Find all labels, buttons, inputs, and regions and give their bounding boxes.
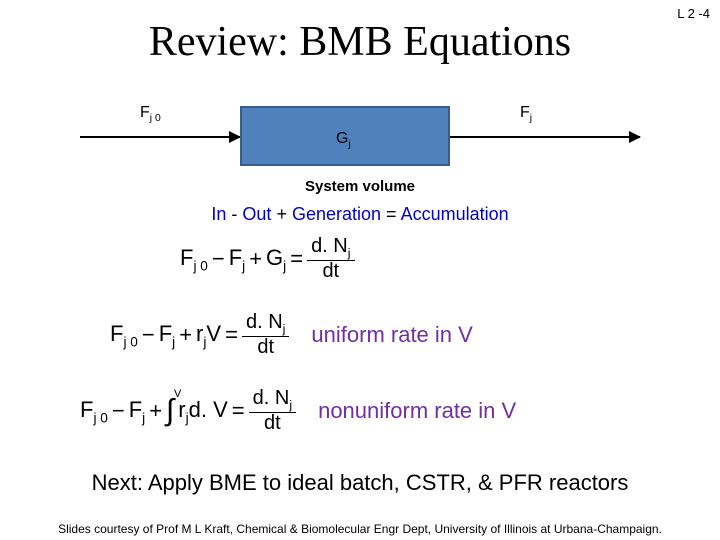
arrow-out	[450, 136, 640, 138]
minus-icon: −	[142, 322, 155, 348]
eq1-nums: j	[348, 246, 351, 260]
fj0-sub: j 0	[150, 113, 161, 124]
eq2-note: uniform rate in V	[311, 322, 472, 348]
equation-3: Fj 0 − Fj + ∫V r j d. V = d. Nj dt nonunif…	[80, 388, 640, 434]
label-fj0: Fj 0	[140, 104, 161, 124]
equals-icon: =	[225, 322, 238, 348]
fj-sub: j	[530, 113, 532, 124]
eq3-num: d. N	[253, 387, 290, 409]
integral-icon: ∫V	[166, 394, 174, 428]
eq1-t2s: j	[242, 258, 245, 273]
bal-acc: Accumulation	[401, 204, 509, 224]
eq3-t1: F	[80, 397, 93, 422]
eq3-frac: d. Nj dt	[249, 388, 296, 434]
eq1-t1: F	[180, 245, 193, 270]
fj-base: F	[520, 104, 530, 121]
label-gj: Gj	[336, 130, 351, 150]
system-volume-caption: System volume	[0, 178, 720, 195]
eq2-t1s: j 0	[123, 334, 137, 349]
plus-icon: +	[249, 246, 262, 272]
gj-base: G	[336, 130, 348, 147]
bal-gen: Generation	[292, 204, 381, 224]
eq2-den: dt	[253, 337, 278, 358]
plus-icon: +	[179, 322, 192, 348]
system-diagram: Fj 0 Fj Gj	[80, 96, 640, 176]
credit-line: Slides courtesy of Prof M L Kraft, Chemi…	[0, 522, 720, 536]
eq2-t1: F	[110, 321, 123, 346]
word-balance: In - Out + Generation = Accumulation	[0, 204, 720, 225]
eq1-t1s: j 0	[193, 258, 207, 273]
minus-icon: −	[212, 246, 225, 272]
eq1-den: dt	[318, 261, 343, 282]
bal-in: In	[211, 204, 226, 224]
eq3-den: dt	[260, 413, 285, 434]
eq3-int1: r	[178, 397, 185, 422]
plus-icon: +	[149, 398, 162, 424]
gj-sub: j	[348, 139, 350, 150]
eq1-t3: G	[266, 245, 283, 270]
eq2-t3t: V	[206, 321, 221, 346]
bal-minus: -	[231, 204, 237, 224]
slide-title: Review: BMB Equations	[0, 18, 720, 66]
eq2-t2s: j	[172, 334, 175, 349]
bal-eq: =	[386, 204, 397, 224]
eq3-t2: F	[129, 397, 142, 422]
label-fj: Fj	[520, 104, 532, 124]
int-upper: V	[174, 388, 181, 400]
eq2-nums: j	[283, 322, 286, 336]
eq2-t2: F	[159, 321, 172, 346]
equals-icon: =	[232, 398, 245, 424]
bal-out: Out	[242, 204, 271, 224]
eq3-note: nonuniform rate in V	[318, 398, 516, 424]
minus-icon: −	[112, 398, 125, 424]
eq3-t1s: j 0	[93, 410, 107, 425]
fj0-base: F	[140, 104, 150, 121]
eq1-t2: F	[229, 245, 242, 270]
eq3-intt: d. V	[189, 397, 228, 422]
arrow-in	[80, 136, 240, 138]
bal-plus: +	[276, 204, 287, 224]
eq1-frac: d. Nj dt	[307, 236, 354, 282]
eq1-t3s: j	[283, 258, 286, 273]
equation-1: Fj 0 − Fj + Gj = d. Nj dt	[110, 236, 670, 282]
eq1-num: d. N	[311, 235, 348, 257]
eq2-frac: d. Nj dt	[242, 312, 289, 358]
eq3-nums: j	[289, 398, 292, 412]
eq2-num: d. N	[246, 311, 283, 333]
equals-icon: =	[290, 246, 303, 272]
equation-2: Fj 0 − Fj + rjV = d. Nj dt uniform rate …	[110, 312, 670, 358]
eq3-t2s: j	[142, 410, 145, 425]
next-line: Next: Apply BME to ideal batch, CSTR, & …	[0, 470, 720, 496]
